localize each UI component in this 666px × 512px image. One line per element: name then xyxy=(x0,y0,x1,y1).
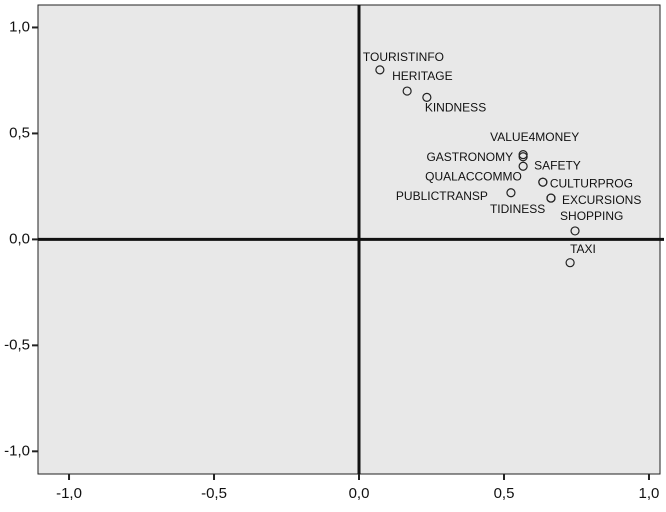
x-tick-label: -1,0 xyxy=(56,485,82,502)
point-label: QUALACCOMMO xyxy=(425,169,522,183)
y-tick-label: 1,0 xyxy=(9,18,30,35)
point-label: TOURISTINFO xyxy=(363,50,444,64)
x-tick-label: 0,5 xyxy=(494,485,515,502)
point-label: PUBLICTRANSP xyxy=(396,189,488,203)
point-label: VALUE4MONEY xyxy=(490,130,579,144)
point xyxy=(518,152,528,162)
y-tick-label: -0,5 xyxy=(4,336,30,353)
y-tick-label: 0,5 xyxy=(9,124,30,141)
point xyxy=(570,226,580,236)
x-tick-label: 0,0 xyxy=(349,485,370,502)
point-label: GASTRONOMY xyxy=(426,150,513,164)
point-label: SAFETY xyxy=(534,158,581,172)
y-tick-label: 0,0 xyxy=(9,230,30,247)
point-label: KINDNESS xyxy=(425,101,486,115)
x-tick-label: -0,5 xyxy=(201,485,227,502)
x-tick-label: 1,0 xyxy=(639,485,660,502)
point xyxy=(565,258,575,268)
point xyxy=(518,161,528,171)
point xyxy=(506,188,516,198)
point-label: TIDINESS xyxy=(490,202,545,216)
y-tick-label: -1,0 xyxy=(4,442,30,459)
point-label: HERITAGE xyxy=(392,69,452,83)
point-label: EXCURSIONS xyxy=(562,193,641,207)
point xyxy=(375,65,385,75)
point xyxy=(538,177,548,187)
point xyxy=(422,92,432,103)
point xyxy=(546,193,556,203)
point-label: TAXI xyxy=(570,242,596,256)
point-label: SHOPPING xyxy=(560,209,623,223)
point xyxy=(402,86,412,96)
point-label: CULTURPROG xyxy=(550,176,633,190)
